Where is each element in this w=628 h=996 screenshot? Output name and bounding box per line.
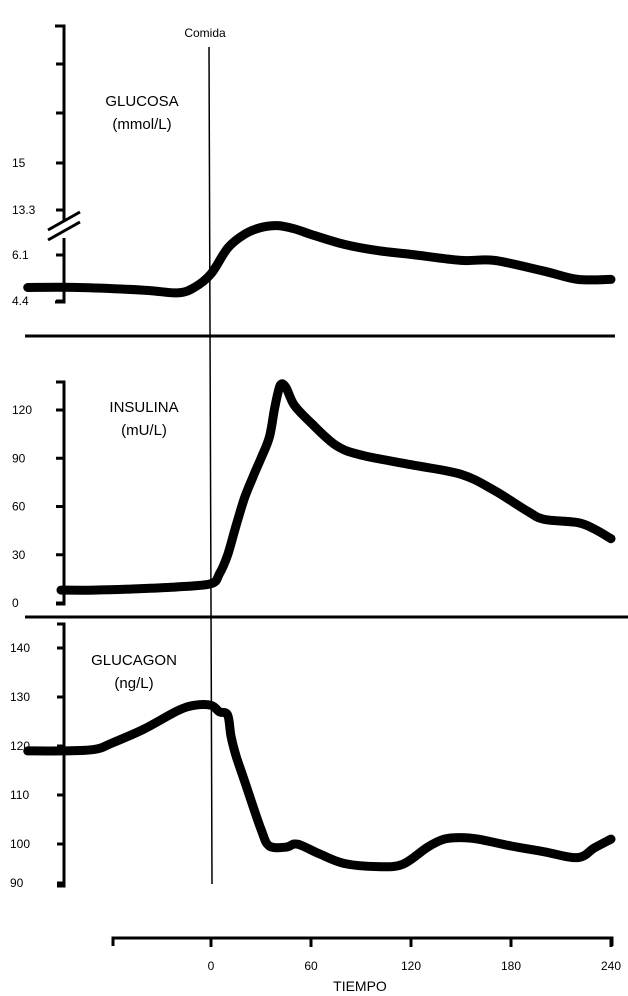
x-tick-label: 60 — [304, 959, 318, 973]
glucagon-y-tick-label: 130 — [10, 690, 30, 704]
meal-annotation: Comida — [184, 26, 226, 40]
glucagon-series-line — [23, 700, 616, 872]
glucagon-title: GLUCAGON — [91, 652, 177, 669]
glucose-y-axis-lower — [55, 238, 66, 304]
x-axis-line — [111, 936, 614, 946]
glucagon-y-tick-label: 90 — [10, 876, 24, 890]
glucose-y-tick-label: 15 — [12, 156, 26, 170]
x-tick-label: 240 — [601, 959, 621, 973]
axes-layer: 4.4 6.1 13.3 15 0 30 60 90 120 90 100 110 120 130 140 0… — [10, 24, 621, 973]
curves-layer — [23, 221, 616, 872]
x-tick-label: 180 — [501, 959, 521, 973]
chart-frame: Comida GLUCOSA (mmol/L) INSULINA (mU/L) … — [25, 26, 628, 994]
insulin-unit: (mU/L) — [121, 422, 167, 439]
glucagon-y-tick-label: 140 — [10, 641, 30, 655]
insulin-series-line — [56, 379, 616, 595]
insulin-y-tick-label: 30 — [12, 548, 26, 562]
insulin-y-tick-label: 120 — [12, 403, 32, 417]
glucose-y-tick-label: 13.3 — [12, 203, 36, 217]
x-axis-label: TIEMPO — [333, 978, 387, 994]
insulin-y-axis — [56, 380, 66, 606]
insulin-y-tick-label: 60 — [12, 500, 26, 514]
insulin-title: INSULINA — [109, 399, 178, 416]
glucagon-y-tick-label: 110 — [10, 788, 29, 802]
glucose-y-tick-label: 4.4 — [12, 294, 29, 308]
insulin-y-tick-label: 90 — [12, 451, 26, 465]
insulin-y-tick-label: 0 — [12, 596, 19, 610]
glucose-axis-break-2 — [47, 220, 81, 242]
glucose-y-tick-label: 6.1 — [12, 248, 29, 262]
glucose-axis-break-1 — [47, 210, 81, 232]
glucose-y-axis-upper — [55, 24, 66, 222]
glucose-title: GLUCOSA — [105, 93, 178, 110]
glucagon-unit: (ng/L) — [114, 675, 153, 692]
x-tick-label: 0 — [208, 959, 215, 973]
meal-marker-line — [208, 46, 213, 885]
x-tick-label: 120 — [401, 959, 421, 973]
glucose-series-line — [23, 221, 616, 298]
glucose-unit: (mmol/L) — [112, 116, 171, 133]
glucagon-y-tick-label: 100 — [10, 837, 30, 851]
